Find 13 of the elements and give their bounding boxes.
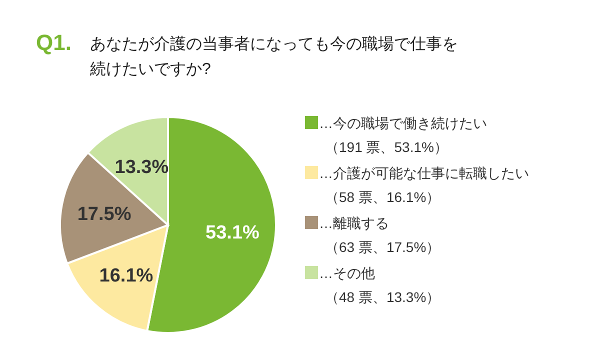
- legend-label: …今の職場で働き続けたい: [319, 115, 487, 131]
- text: （191 票、53.1%）: [325, 139, 448, 155]
- data-label: 53.1%: [206, 222, 260, 244]
- text: （48 票、13.3%）: [325, 289, 440, 305]
- data-label: 17.5%: [77, 204, 132, 226]
- legend-label: …離職する: [319, 215, 389, 231]
- data-label: 16.1%: [99, 266, 154, 287]
- text: （63 票、17.5%）: [325, 239, 440, 255]
- legend-label: …その他: [319, 265, 375, 281]
- legend-label: …介護が可能な仕事に転職したい: [319, 165, 529, 181]
- data-label: 13.3%: [114, 156, 169, 178]
- chart-title: Q1. あなたが介護の当事者になっても今の職場で仕事を続けたいですか?: [36, 30, 458, 78]
- text: （58 票、16.1%）: [325, 189, 440, 205]
